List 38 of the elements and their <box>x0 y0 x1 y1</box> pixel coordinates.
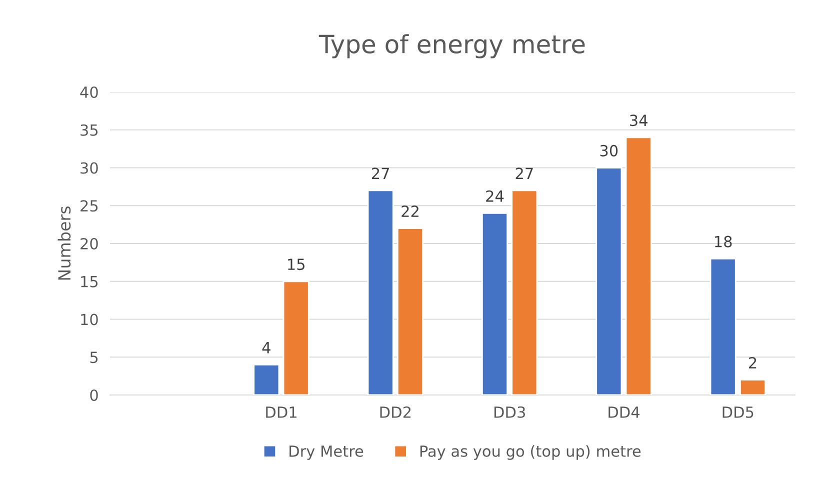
data-label: 22 <box>402 206 418 217</box>
y-tick-label: 30 <box>80 162 98 174</box>
y-axis-title: Numbers <box>58 206 71 280</box>
x-tick-label: DD2 <box>380 406 411 418</box>
y-tick-label: 40 <box>80 86 98 98</box>
data-label: 34 <box>630 114 648 126</box>
bar <box>511 190 538 395</box>
y-tick-label: 35 <box>80 124 98 136</box>
bar <box>596 167 622 395</box>
y-tick-label: 15 <box>81 276 98 288</box>
y-tick-label: 25 <box>80 200 98 212</box>
bar <box>282 280 310 395</box>
legend-label: Dry Metre <box>290 446 364 460</box>
bar <box>367 190 394 395</box>
y-tick-label: 20 <box>80 238 98 250</box>
chart-title: Type of energy metre <box>318 34 585 58</box>
data-label: 30 <box>600 144 618 156</box>
bar <box>397 228 424 395</box>
y-tick-label: 5 <box>90 352 98 364</box>
bar <box>740 379 766 395</box>
data-label: 27 <box>372 168 389 179</box>
y-tick-label: 10 <box>81 314 98 326</box>
x-tick-label: DD4 <box>608 406 640 418</box>
data-label: 18 <box>715 236 732 248</box>
x-tick-label: DD1 <box>266 406 296 418</box>
legend-label: Pay as you go (top up) metre <box>420 445 641 460</box>
bar <box>481 212 508 395</box>
bar <box>710 258 736 395</box>
x-tick-label: DD3 <box>494 406 525 418</box>
data-label: 2 <box>749 357 756 368</box>
y-tick-label: 0 <box>90 389 98 402</box>
data-label: 24 <box>486 190 504 202</box>
data-label: 4 <box>262 342 270 354</box>
bar <box>625 136 652 395</box>
data-label: 15 <box>288 258 304 270</box>
data-label: 27 <box>516 168 533 179</box>
bar <box>253 364 280 395</box>
x-tick-label: DD5 <box>722 406 754 418</box>
